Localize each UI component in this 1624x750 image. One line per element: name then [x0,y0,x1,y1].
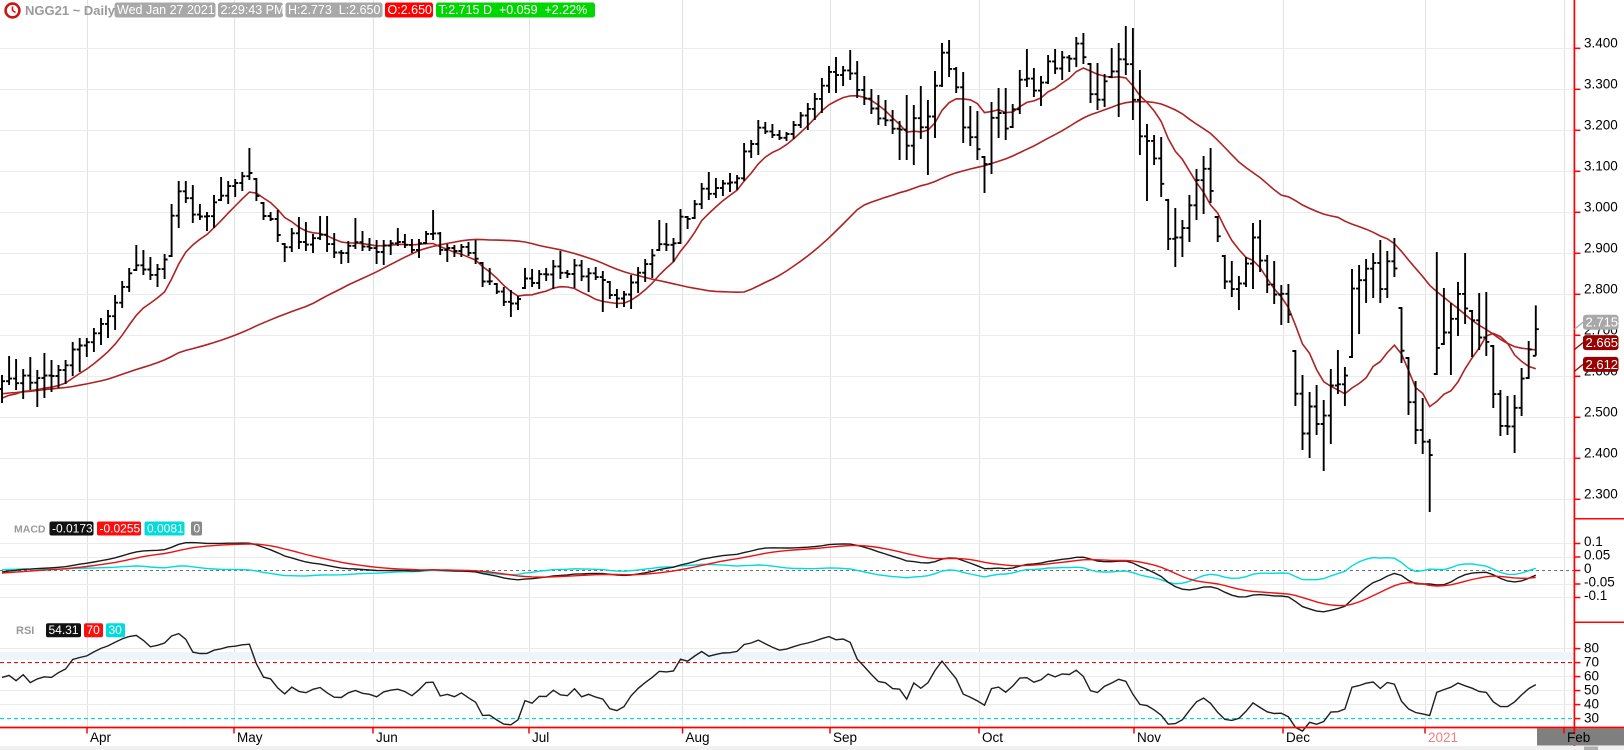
svg-text:3.200: 3.200 [1584,117,1618,132]
svg-text:Wed Jan 27 2021: Wed Jan 27 2021 [117,3,215,17]
svg-text:3.000: 3.000 [1584,199,1618,214]
svg-text:2.300: 2.300 [1584,486,1618,501]
svg-text:O:2.650: O:2.650 [388,3,433,17]
svg-text:0.05: 0.05 [1584,548,1610,563]
svg-text:2.715: 2.715 [1586,315,1619,330]
svg-text:Aug: Aug [686,730,710,745]
svg-text:2.665: 2.665 [1586,335,1619,350]
svg-text:May: May [237,730,263,745]
svg-text:54.31: 54.31 [49,623,79,637]
svg-text:3.100: 3.100 [1584,158,1618,173]
svg-text:-0.1: -0.1 [1584,588,1607,603]
svg-text:H:2.773 L:2.650: H:2.773 L:2.650 [288,3,380,17]
svg-text:60: 60 [1584,669,1599,684]
svg-text:MACD: MACD [14,524,46,536]
svg-text:0.0081: 0.0081 [147,522,184,536]
svg-text:NGG21 ~ Daily: NGG21 ~ Daily [25,3,116,18]
svg-text:40: 40 [1584,697,1599,712]
svg-text:2.900: 2.900 [1584,240,1618,255]
svg-text:2.612: 2.612 [1586,357,1619,372]
svg-text:Sep: Sep [833,730,857,745]
svg-text:0.1: 0.1 [1584,534,1603,549]
svg-text:2.400: 2.400 [1584,445,1618,460]
svg-text:-0.05: -0.05 [1584,575,1615,590]
svg-text:-0.0255: -0.0255 [100,522,141,536]
svg-text:RSI: RSI [16,625,34,637]
svg-text:2.800: 2.800 [1584,281,1618,296]
svg-text:Nov: Nov [1137,730,1161,745]
svg-text:30: 30 [109,623,123,637]
svg-text:Oct: Oct [982,730,1003,745]
svg-text:3.300: 3.300 [1584,76,1618,91]
svg-text:2021: 2021 [1428,730,1458,745]
svg-text:30: 30 [1584,711,1599,726]
svg-text:3.400: 3.400 [1584,35,1618,50]
svg-text:Dec: Dec [1286,730,1310,745]
svg-text:Feb: Feb [1567,730,1590,745]
svg-text:0: 0 [194,522,201,536]
svg-text:Apr: Apr [90,730,112,745]
svg-text:-0.0173: -0.0173 [52,522,93,536]
svg-text:50: 50 [1584,683,1599,698]
svg-text:2:29:43 PM: 2:29:43 PM [221,3,285,17]
svg-text:Jul: Jul [532,730,549,745]
svg-text:2.500: 2.500 [1584,404,1618,419]
svg-text:80: 80 [1584,641,1599,656]
svg-text:70: 70 [1584,655,1599,670]
svg-text:T:2.715 D +0.059 +2.22%: T:2.715 D +0.059 +2.22% [439,3,588,17]
svg-text:0: 0 [1584,561,1592,576]
svg-text:70: 70 [87,623,101,637]
svg-text:Jun: Jun [376,730,398,745]
